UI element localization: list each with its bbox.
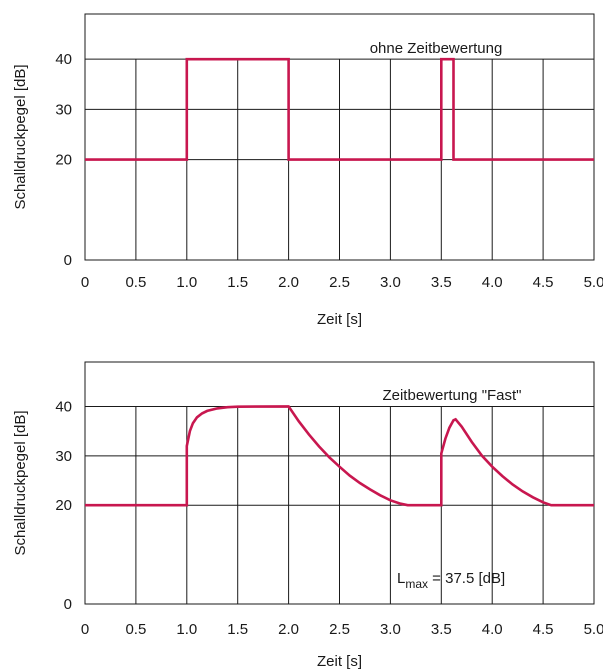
- chart2-plot-frame: [84, 361, 595, 605]
- chart2-x-tick-label: 2.0: [278, 621, 299, 638]
- chart2-x-tick-label: 5.0: [584, 621, 603, 638]
- chart2-y-tick-label: 40: [55, 398, 72, 415]
- chart1-y-tick-label: 40: [55, 51, 72, 68]
- chart1-annotation: ohne Zeitbewertung: [370, 40, 503, 57]
- chart2-lmax-annotation: Lmax = 37.5 [dB]: [397, 570, 505, 591]
- chart1-x-tick-label: 3.0: [380, 274, 401, 291]
- chart1-y-tick-label: 20: [55, 152, 72, 169]
- chart1-x-tick-label: 2.0: [278, 274, 299, 291]
- chart2-grid: [85, 405, 594, 604]
- chart2-series-line: [85, 405, 594, 507]
- chart2-x-tick-label: 1.0: [176, 621, 197, 638]
- chart1-y-tick-label: 30: [55, 101, 72, 118]
- chart2-x-tick-label: 4.5: [533, 621, 554, 638]
- chart2-x-tick-label: 3.0: [380, 621, 401, 638]
- lmax-subscript: max: [405, 577, 428, 591]
- chart2-y-tick-label: 20: [55, 497, 72, 514]
- chart1-x-tick-label: 1.5: [227, 274, 248, 291]
- chart1-plot-frame: [84, 13, 595, 261]
- chart1-x-tick-label: 0.5: [125, 274, 146, 291]
- lmax-symbol: L: [397, 570, 405, 587]
- chart2-x-tick-label: 4.0: [482, 621, 503, 638]
- chart1-x-tick-label: 4.5: [533, 274, 554, 291]
- chart-fast-time-weighting: 0 0.5 1.0 1.5 2.0 2.5 3.0 3.5 4.0 4.5 5.0 0203040 …: [12, 361, 603, 670]
- chart2-x-tick-label: 2.5: [329, 621, 350, 638]
- chart2-y-axis-label: Schalldruckpegel [dB]: [12, 410, 29, 555]
- chart2-x-tick-label: 1.5: [227, 621, 248, 638]
- lmax-value: = 37.5 [dB]: [428, 570, 505, 587]
- chart2-y-tick-label: 30: [55, 448, 72, 465]
- chart1-y-axis-label: Schalldruckpegel [dB]: [12, 64, 29, 209]
- chart1-x-tick-label: 1.0: [176, 274, 197, 291]
- chart2-x-tick-label: 0.5: [125, 621, 146, 638]
- chart1-x-tick-label: 3.5: [431, 274, 452, 291]
- chart1-x-axis-label: Zeit [s]: [317, 311, 362, 328]
- chart1-x-tick-label: 2.5: [329, 274, 350, 291]
- chart2-annotation: Zeitbewertung "Fast": [382, 387, 521, 404]
- chart1-series-line: [85, 57, 594, 161]
- chart1-x-tick-labels: 0 0.5 1.0 1.5 2.0 2.5 3.0 3.5 4.0 4.5 5.0: [81, 274, 603, 291]
- chart2-x-tick-labels: 0 0.5 1.0 1.5 2.0 2.5 3.0 3.5 4.0 4.5 5.0: [81, 621, 603, 638]
- chart2-y-tick-label: 0: [64, 596, 72, 613]
- chart1-y-tick-labels: 0 20 30 40: [55, 51, 72, 269]
- chart1-y-tick-label: 0: [64, 252, 72, 269]
- chart2-y-tick-labels: 0 20 30 40: [55, 398, 72, 613]
- chart1-x-tick-label: 5.0: [584, 274, 603, 291]
- chart2-x-tick-label: 3.5: [431, 621, 452, 638]
- chart1-x-tick-label: 0: [81, 274, 89, 291]
- chart2-x-axis-label: Zeit [s]: [317, 653, 362, 670]
- chart1-x-tick-label: 4.0: [482, 274, 503, 291]
- chart-without-time-weighting: 0 0.5 1.0 1.5 2.0 2.5 3.0 3.5 4.0 4.5 5.0 0203040 …: [12, 13, 603, 328]
- chart2-x-tick-label: 0: [81, 621, 89, 638]
